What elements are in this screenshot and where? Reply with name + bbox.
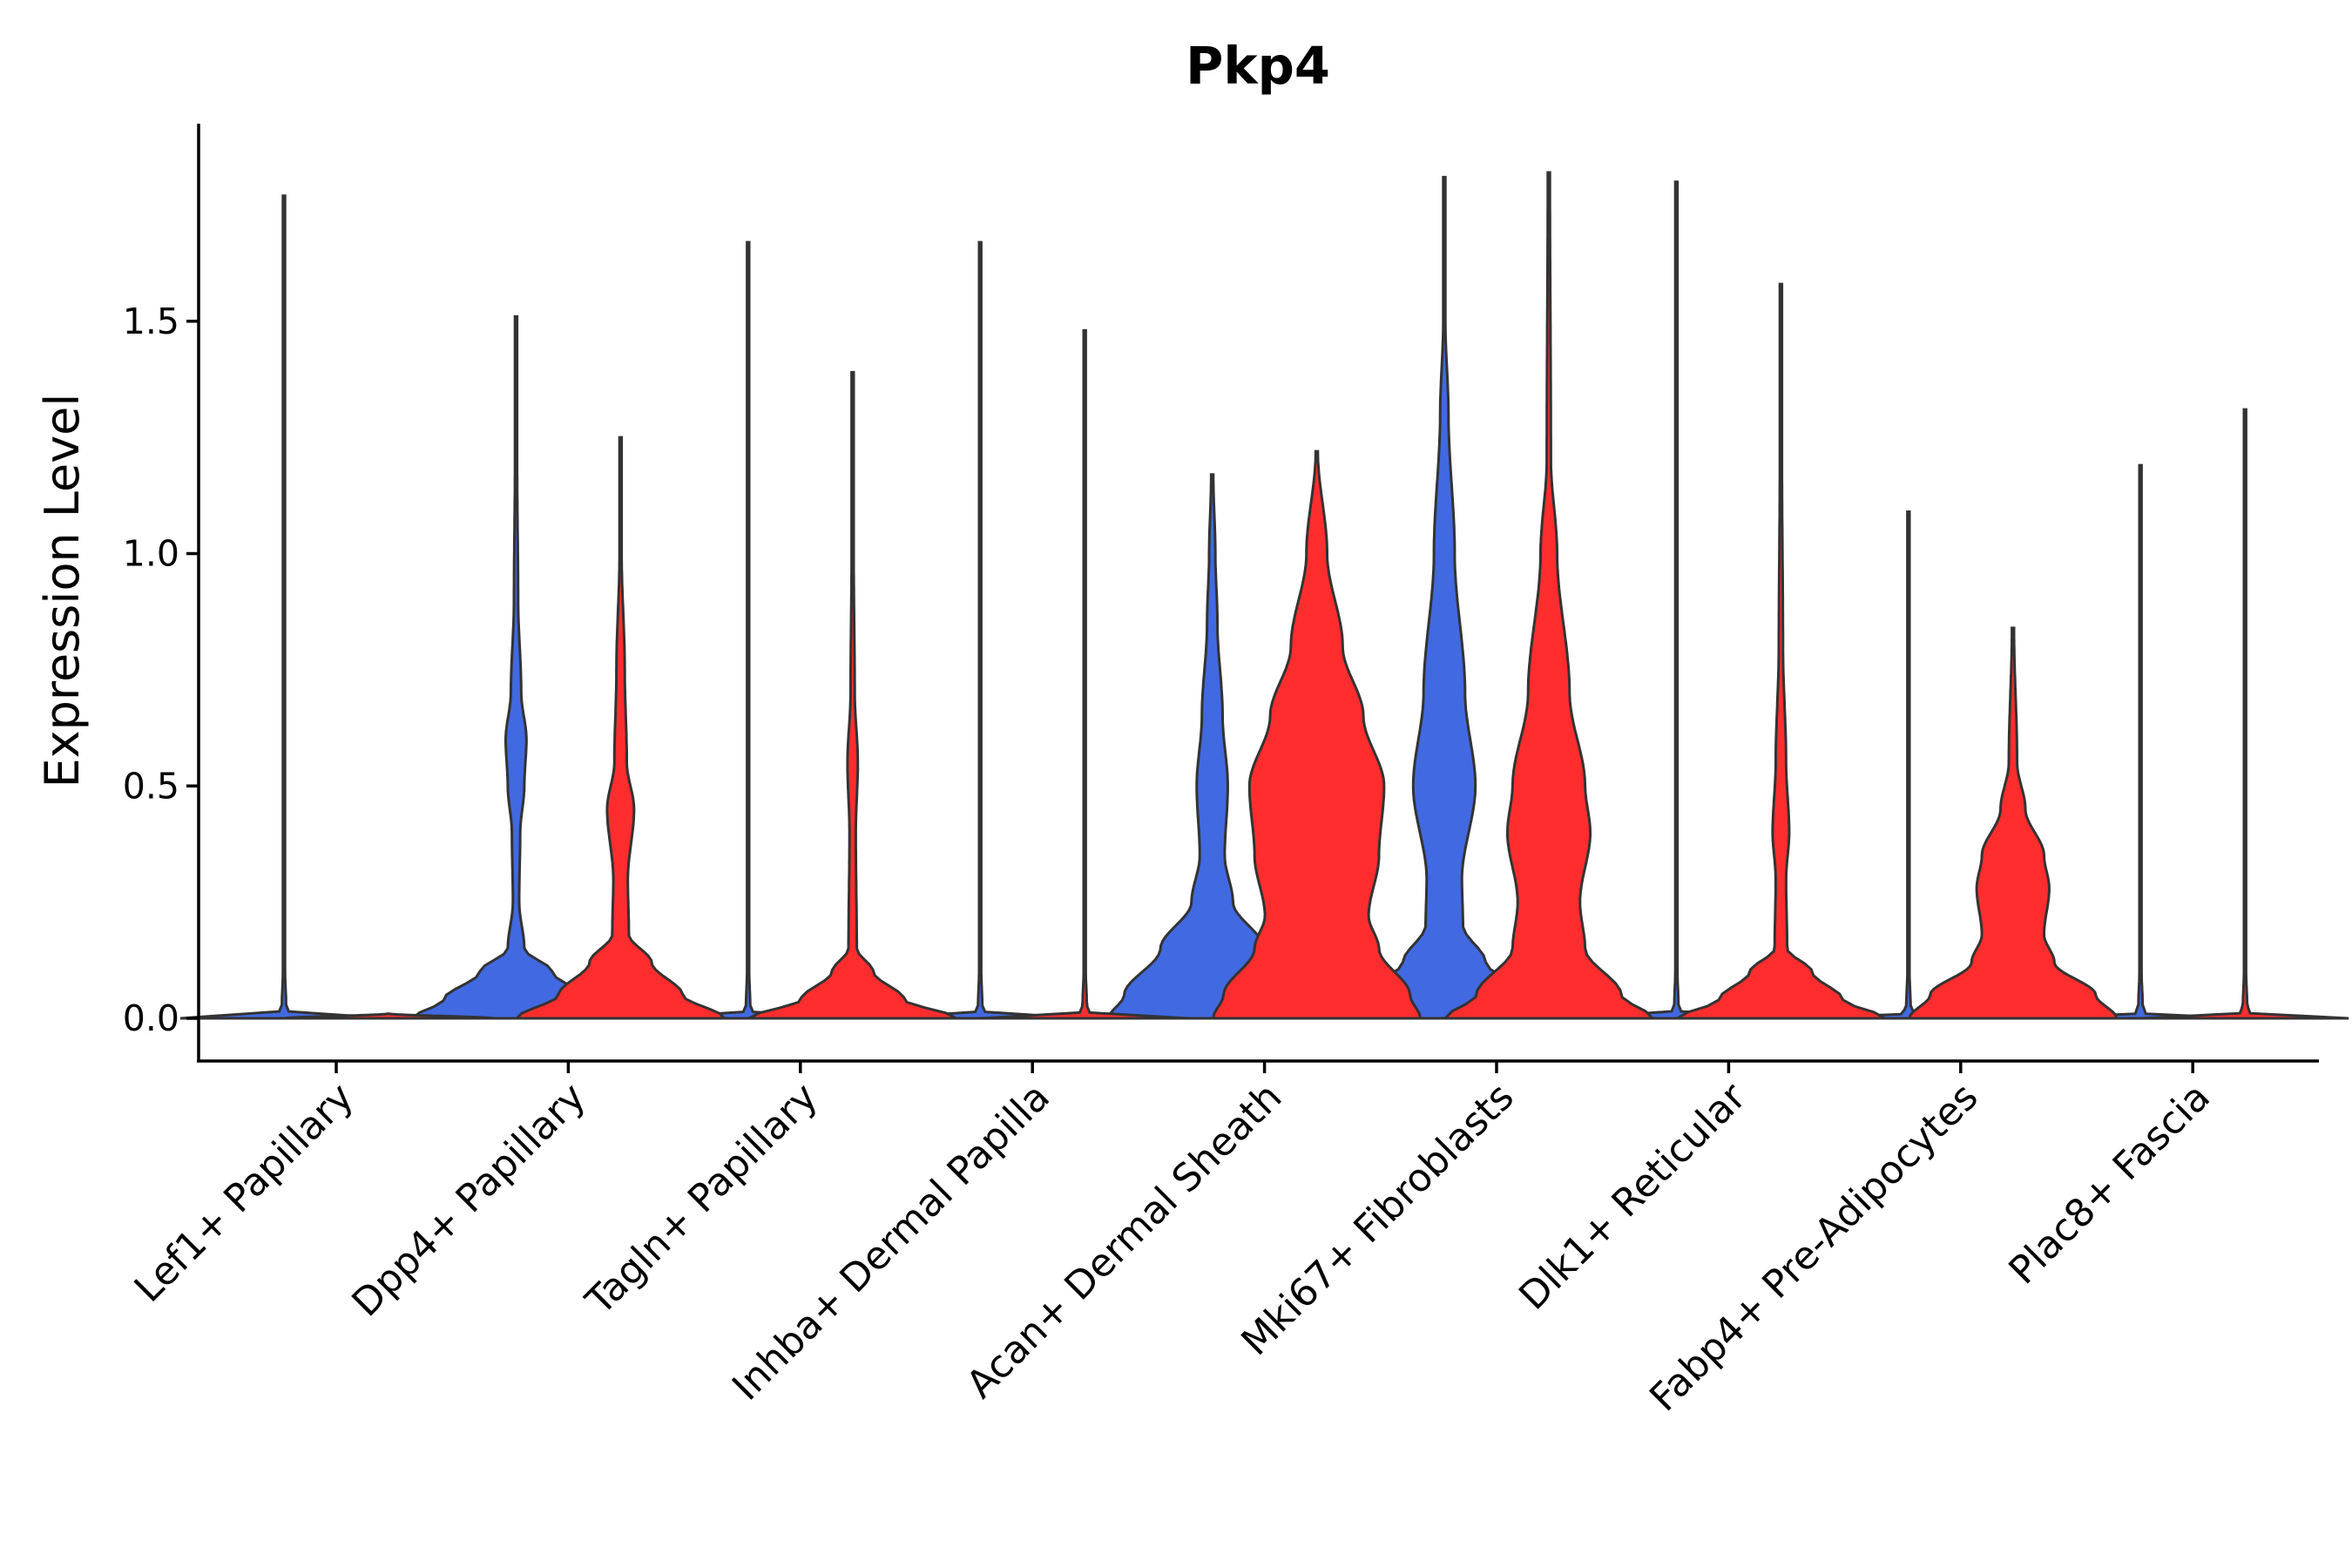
x-tick-label: Dpp4+ Papillary [344,1075,595,1326]
violin-group2-2 [748,370,957,1020]
violin-group2-3 [981,328,1189,1020]
x-tick-label: Plac8+ Fascia [2000,1075,2219,1294]
violin-group2-0 [281,1012,496,1020]
y-ticks: 0.0 0.5 1.0 1.5 [123,301,199,1039]
y-axis-label: Expression Level [35,394,90,788]
violin-group1-6 [1572,180,1781,1020]
violin-group1-0 [179,194,389,1020]
violin-group1-8 [2037,463,2245,1020]
violin-group1-3 [876,240,1085,1020]
violin-layer [179,171,2349,1020]
x-tick-label: Dlk1+ Reticular [1511,1074,1755,1319]
x-tick-label: Tagln+ Papillary [577,1075,826,1324]
x-tick-label: Lef1+ Papillary [126,1075,362,1311]
violin-group1-7 [1804,510,2012,1020]
y-tick-label: 0.0 [123,997,179,1039]
violin-group2-4 [1211,449,1423,1020]
violin-group1-1 [409,314,624,1020]
y-tick-label: 0.5 [123,765,179,807]
violin-group2-1 [513,436,727,1020]
violin-group2-5 [1442,171,1656,1020]
violin-group1-2 [644,240,852,1020]
violin-group1-5 [1338,175,1551,1020]
violin-group2-8 [2141,408,2349,1020]
chart-title: Pkp4 [1186,36,1330,96]
y-tick-label: 1.0 [123,533,179,575]
violin-group1-4 [1106,473,1318,1020]
y-tick-label: 1.5 [123,301,179,342]
violin-group2-6 [1672,282,1889,1020]
violin-group2-7 [1907,626,2119,1020]
